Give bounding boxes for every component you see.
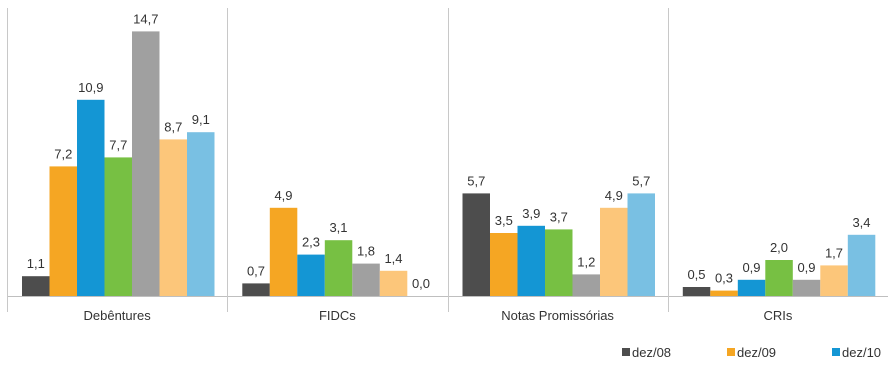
value-label: 2,0 bbox=[770, 240, 788, 255]
category-label-notas-promissorias: Notas Promissórias bbox=[501, 308, 614, 323]
bar-notas-promissorias-series-6 bbox=[600, 207, 628, 296]
value-label: 0,0 bbox=[412, 276, 430, 291]
value-labels-layer: 1,1 7,2 10,9 7,7 14,7 8,7 9,1 0,7 4,9 2,3 3,1 1,8 1,… bbox=[27, 11, 871, 291]
category-label-debentures: Debêntures bbox=[83, 308, 151, 323]
bar-cris-series-3 bbox=[737, 279, 766, 296]
value-label: 0,3 bbox=[715, 271, 733, 286]
bars-layer bbox=[22, 31, 876, 297]
value-label: 14,7 bbox=[133, 11, 158, 26]
legend-label-dez-10: dez/10 bbox=[842, 345, 881, 360]
legend-swatch-dez-09 bbox=[727, 348, 735, 356]
bar-debentures-series-2 bbox=[49, 166, 77, 296]
value-label: 0,9 bbox=[797, 260, 815, 275]
value-label: 3,1 bbox=[329, 220, 347, 235]
value-label: 8,7 bbox=[164, 119, 182, 134]
value-label: 1,2 bbox=[577, 254, 595, 269]
bar-debentures-series-5 bbox=[132, 31, 160, 297]
bar-cris-series-4 bbox=[765, 260, 793, 296]
legend-swatch-dez-08 bbox=[622, 348, 630, 356]
value-label: 1,7 bbox=[825, 245, 843, 260]
bar-notas-promissorias-series-7 bbox=[627, 193, 655, 296]
bar-fidcs-series-1 bbox=[242, 283, 270, 296]
bar-notas-promissorias-series-1 bbox=[462, 193, 490, 296]
value-label: 1,4 bbox=[384, 251, 402, 266]
legend-label-dez-09: dez/09 bbox=[737, 345, 776, 360]
value-label: 7,7 bbox=[109, 137, 127, 152]
bar-debentures-series-7 bbox=[187, 132, 215, 296]
bar-notas-promissorias-series-2 bbox=[490, 233, 518, 296]
bar-notas-promissorias-series-5 bbox=[572, 274, 600, 296]
chart-frame bbox=[7, 8, 888, 312]
value-label: 0,7 bbox=[247, 263, 265, 278]
bar-debentures-series-1 bbox=[22, 276, 50, 296]
value-label: 1,1 bbox=[27, 256, 45, 271]
value-label: 3,4 bbox=[852, 215, 870, 230]
value-label: 3,9 bbox=[522, 206, 540, 221]
value-label: 4,9 bbox=[605, 188, 623, 203]
value-label: 2,3 bbox=[302, 235, 320, 250]
value-label: 0,9 bbox=[742, 260, 760, 275]
bar-fidcs-series-3 bbox=[297, 254, 325, 296]
bar-notas-promissorias-series-3 bbox=[517, 225, 545, 296]
value-label: 3,5 bbox=[495, 213, 513, 228]
value-label: 5,7 bbox=[467, 173, 485, 188]
bar-cris-series-6 bbox=[820, 265, 848, 296]
bar-fidcs-series-5 bbox=[352, 263, 380, 296]
category-label-cris: CRIs bbox=[763, 308, 792, 323]
bar-cris-series-2 bbox=[710, 290, 738, 296]
category-label-fidcs: FIDCs bbox=[319, 308, 356, 323]
bar-cris-series-5 bbox=[792, 279, 821, 296]
category-labels-layer: Debêntures FIDCs Notas Promissórias CRIs bbox=[83, 308, 792, 323]
value-label: 4,9 bbox=[274, 188, 292, 203]
legend: dez/08 dez/09 dez/10 bbox=[622, 345, 881, 360]
bar-fidcs-series-6 bbox=[379, 270, 408, 296]
value-label: 0,5 bbox=[687, 267, 705, 282]
legend-label-dez-08: dez/08 bbox=[632, 345, 671, 360]
bar-fidcs-series-2 bbox=[269, 207, 298, 296]
value-label: 3,7 bbox=[550, 209, 568, 224]
value-label: 9,1 bbox=[192, 112, 210, 127]
bar-fidcs-series-4 bbox=[324, 240, 353, 296]
value-label: 1,8 bbox=[357, 244, 375, 259]
bar-debentures-series-3 bbox=[77, 99, 105, 296]
value-label: 5,7 bbox=[632, 173, 650, 188]
legend-swatch-dez-10 bbox=[832, 348, 840, 356]
bar-debentures-series-4 bbox=[104, 157, 132, 296]
value-label: 7,2 bbox=[54, 146, 72, 161]
bar-cris-series-7 bbox=[847, 234, 876, 296]
value-label: 10,9 bbox=[78, 80, 103, 95]
bar-notas-promissorias-series-4 bbox=[545, 229, 573, 296]
bar-debentures-series-6 bbox=[159, 139, 187, 296]
bar-cris-series-1 bbox=[682, 287, 711, 296]
